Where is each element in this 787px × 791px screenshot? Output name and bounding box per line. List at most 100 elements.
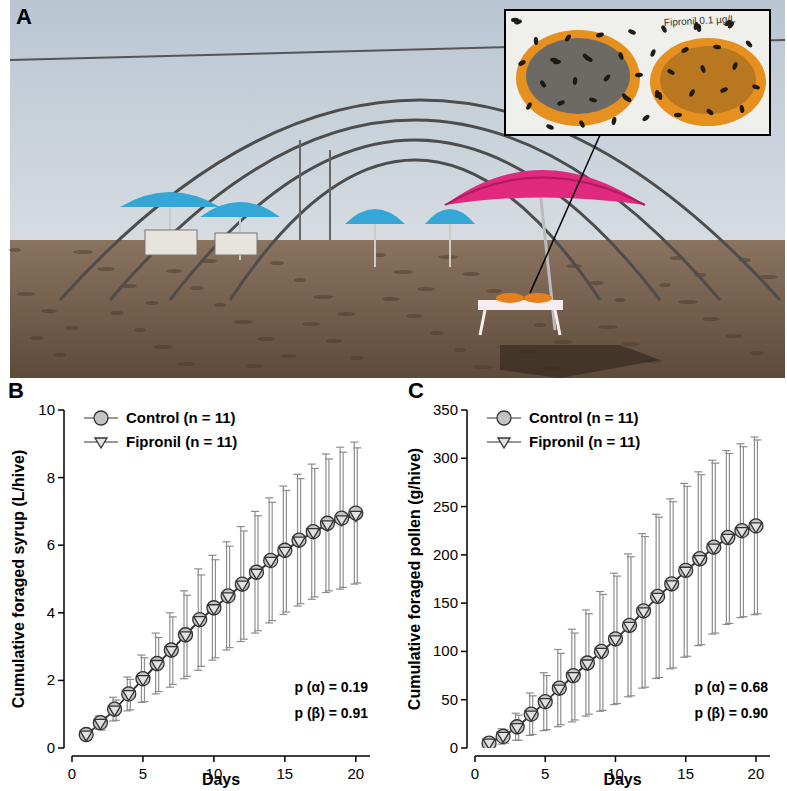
marker-circle [207, 601, 221, 615]
error-cap [526, 692, 534, 693]
y-tick [461, 506, 467, 508]
y-tick [58, 409, 64, 411]
y-tick [58, 544, 64, 546]
hive [215, 233, 257, 255]
bee [719, 86, 728, 93]
soil-clod [659, 283, 671, 287]
x-tick-label: 5 [541, 765, 549, 782]
soil-clod [454, 348, 466, 352]
error-cap [152, 693, 160, 694]
bee [680, 46, 689, 54]
error-cap [627, 556, 635, 557]
soil-clod [73, 250, 93, 254]
error-cap [655, 677, 663, 678]
y-tick-label: 300 [433, 449, 458, 466]
error-cap [237, 526, 245, 527]
error-cap [311, 468, 319, 469]
annotation: p (β) = 0.90 [694, 705, 768, 721]
error-cap [568, 629, 576, 630]
y-tick [58, 747, 64, 749]
soil-clod [294, 278, 306, 282]
y-tick-label: 50 [441, 691, 458, 708]
marker-triangle [750, 523, 762, 533]
error-cap [112, 699, 120, 700]
error-cap [683, 656, 691, 657]
marker-circle [93, 716, 107, 730]
marker-triangle [694, 556, 706, 566]
y-tick-label: 250 [433, 498, 458, 515]
error-cap [683, 486, 691, 487]
x-tick-label: 20 [748, 765, 765, 782]
x-tick [685, 756, 687, 762]
error-cap [279, 485, 287, 486]
marker-circle [482, 736, 496, 748]
marker-triangle [722, 534, 734, 544]
connector [530, 135, 600, 293]
error-cap [680, 483, 688, 484]
bee [657, 92, 663, 101]
inset [505, 10, 770, 135]
error-cap [297, 603, 305, 604]
inset-bowl [516, 30, 640, 126]
y-axis-label: Cumulative foraged pollen (g/hive) [406, 448, 423, 710]
error-cap [282, 490, 290, 491]
y-tick [58, 477, 64, 479]
error-cap [557, 724, 565, 725]
error-cap [322, 453, 330, 454]
marker-triangle [736, 528, 748, 538]
marker-triangle [652, 593, 664, 603]
panel-label: A [16, 4, 32, 29]
soil-clod [326, 339, 342, 343]
error-cap [140, 657, 148, 658]
error-cap [339, 587, 347, 588]
error-cap [180, 678, 188, 679]
error-cap [543, 675, 551, 676]
error-cap [350, 442, 358, 443]
soil-clod [110, 311, 124, 315]
marker-circle [707, 540, 721, 554]
error-cap [240, 639, 248, 640]
soil-clod [462, 272, 480, 276]
bee [752, 84, 761, 91]
y-tick [461, 699, 467, 701]
marker-triangle [208, 605, 220, 615]
error-cap [641, 536, 649, 537]
soil-clod [233, 320, 253, 324]
blue-umbrella [120, 192, 220, 207]
marker-triangle [165, 647, 177, 657]
error-cap [268, 502, 276, 503]
error-cap [557, 653, 565, 654]
y-tick-label: 0 [450, 739, 458, 756]
soil-clod [145, 301, 159, 305]
plot-data [482, 437, 763, 748]
marker-triangle [497, 732, 509, 742]
bee [517, 59, 526, 67]
legend-label: Fipronil (n = 11) [126, 433, 237, 450]
x-axis [475, 755, 770, 757]
panel-label: B [8, 378, 24, 403]
blue-umbrella [425, 209, 475, 224]
error-cap [183, 595, 191, 596]
error-cap [515, 715, 523, 716]
x-tick-label: 20 [347, 765, 364, 782]
y-tick [461, 747, 467, 749]
soil-clod [553, 340, 573, 344]
soil-clod [590, 281, 604, 285]
marker-triangle [581, 660, 593, 670]
marker-circle [335, 511, 349, 525]
y-axis [466, 410, 468, 748]
marker-circle [79, 727, 93, 741]
error-cap [109, 697, 117, 698]
error-cap [599, 710, 607, 711]
marker-triangle [666, 581, 678, 591]
error-cap [554, 649, 562, 650]
marker-circle [306, 525, 320, 539]
marker-circle [594, 644, 608, 658]
soil-clod [406, 314, 422, 318]
soil-clod [246, 364, 262, 368]
marker-triangle [511, 724, 523, 734]
error-cap [582, 609, 590, 610]
marker-triangle [553, 685, 565, 695]
error-cap [722, 450, 730, 451]
marker-triangle [94, 719, 106, 729]
